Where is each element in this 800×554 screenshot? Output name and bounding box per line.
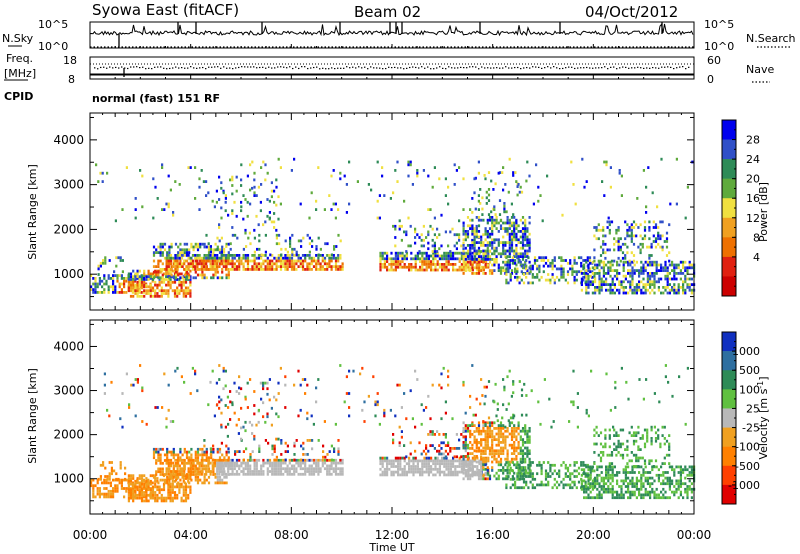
station-title: Syowa East (fitACF) [92,1,239,19]
freq-tick-bottom: 8 [68,73,75,86]
velocity-ytick-label: 4000 [53,339,84,353]
cpid-value: normal (fast) 151 RF [92,92,220,105]
velocity-colorbar-swatch [722,351,736,371]
velocity-colorbar: 1000 500 100 25 -25 -100 -500 -1000 [721,331,760,505]
velocity-colorbar-tick: 100 [739,383,760,396]
nsearch-label: N.Search [746,32,796,45]
velocity-xtick-label: 12:00 [375,528,410,542]
power-colorbar-label: Power [dB] [757,182,770,242]
power-ytick-label: 4000 [53,133,84,147]
velocity-x-axis: 00:00 04:00 08:00 12:00 16:00 20:00 00:00 [73,320,712,542]
power-colorbar-swatch [722,217,736,238]
freq-unit-label: [MHz] [4,67,36,80]
velocity-colorbar-tick: -1000 [728,479,760,492]
velocity-ytick-label: 3000 [53,384,84,398]
nsearch-tick-bottom: 10^0 [704,40,734,53]
power-colorbar-swatch [722,237,736,258]
velocity-xtick-label: 08:00 [274,528,309,542]
nave-tick-bottom: 0 [707,73,714,86]
velocity-ytick-label: 1000 [53,472,84,486]
power-colorbar-swatch [722,178,736,199]
velocity-xlabel: Time UT [368,541,414,554]
power-colorbar-tick: 12 [746,212,760,225]
velocity-colorbar-swatch [722,389,736,409]
freq-trace [89,63,695,79]
power-colorbar-swatch [722,198,736,219]
nsky-label: N.Sky [2,32,34,45]
power-colorbar-swatch [722,120,736,140]
power-ylabel: Slant Range [km] [26,164,39,260]
velocity-xtick-label: 00:00 [73,528,108,542]
velocity-xtick-label: 16:00 [475,528,510,542]
nsky-strip: 10^5 10^0 10^5 10^0 N.Sky N.Search [2,18,796,53]
velocity-colorbar-swatch [722,427,736,447]
velocity-colorbar-swatch [722,370,736,390]
freq-label: Freq. [6,52,33,65]
nave-tick-top: 60 [707,54,721,67]
power-y-axis: 1000 2000 3000 4000 [53,116,694,298]
power-colorbar-tick: 16 [746,192,760,205]
velocity-colorbar-swatch [722,446,736,467]
power-panel: 1000 2000 3000 4000 Slant Range [km] 28 24 20… [26,112,770,311]
power-ytick-label: 3000 [53,178,84,192]
velocity-colorbar-tick: -25 [742,422,760,435]
velocity-panel: 1000 2000 3000 4000 00:00 04:00 08:00 12:00 16:… [26,319,771,554]
velocity-xtick-label: 20:00 [576,528,611,542]
velocity-colorbar-tick: -500 [735,460,760,473]
power-ytick-label: 1000 [53,267,84,281]
power-colorbar-tick: 24 [746,153,760,166]
power-colorbar-swatch [722,256,736,277]
power-colorbar-tick: 8 [753,231,760,244]
power-colorbar-tick: 4 [753,251,760,264]
freq-tick-top: 18 [63,54,77,67]
power-colorbar-swatch [722,276,736,297]
power-echoes [90,157,696,298]
power-ytick-label: 2000 [53,222,84,236]
velocity-xtick-label: 04:00 [173,528,208,542]
velocity-ytick-label: 2000 [53,428,84,442]
velocity-colorbar-tick: 25 [746,402,760,415]
beam-title: Beam 02 [354,3,421,21]
velocity-colorbar-tick: 500 [739,364,760,377]
nsky-tick-bottom: 10^0 [38,40,68,53]
velocity-colorbar-tick: -100 [735,441,760,454]
date-title: 04/Oct/2012 [585,3,678,21]
freq-strip: 18 8 60 0 Freq. [MHz] Nave [4,52,774,86]
power-x-ticks [89,113,695,310]
cpid-label: CPID [4,90,33,103]
velocity-colorbar-label: Velocity [m s-1] [756,376,771,459]
velocity-colorbar-swatch [722,332,736,352]
velocity-colorbar-swatch [722,465,736,486]
power-colorbar-swatch [722,139,736,160]
velocity-ylabel: Slant Range [km] [26,368,39,464]
power-colorbar-tick: 28 [746,134,760,147]
nsky-trace [89,22,695,48]
nsearch-tick-top: 10^5 [704,18,734,31]
power-colorbar-tick: 20 [746,173,760,186]
power-colorbar-swatch [722,159,736,179]
velocity-colorbar-tick: 1000 [732,345,760,358]
velocity-echoes [90,364,696,503]
power-colorbar: 28 24 20 16 12 8 4 [721,119,760,297]
velocity-colorbar-swatch [722,484,736,505]
velocity-y-axis: 1000 2000 3000 4000 [53,323,694,502]
velocity-xtick-label: 00:00 [677,528,712,542]
nsky-tick-top: 10^5 [38,18,68,31]
velocity-colorbar-swatch [722,408,736,428]
nave-label: Nave [746,63,774,76]
